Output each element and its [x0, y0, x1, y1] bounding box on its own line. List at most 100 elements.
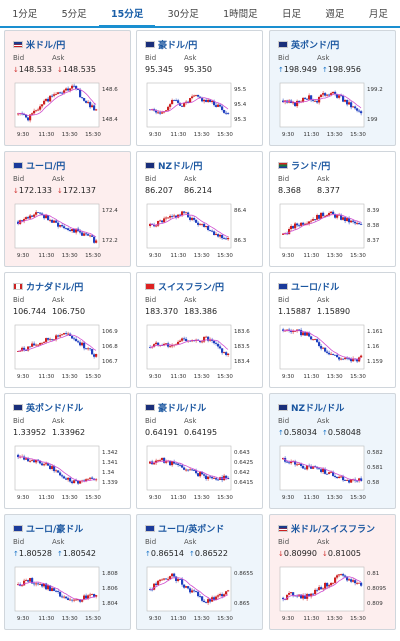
- rate-card[interactable]: ユーロ/英ポンド Bid Ask ↑0.86514 ↑0.86522 0.8655 0.86…: [136, 514, 263, 630]
- candle: [183, 211, 186, 213]
- candle: [173, 215, 176, 217]
- card-title[interactable]: NZドル/ドル: [278, 401, 344, 414]
- card-title[interactable]: ランド/円: [278, 159, 330, 172]
- mini-chart[interactable]: 95.5 95.4 95.3 9:30 11:30 13:30 15:30: [145, 79, 255, 139]
- rate-card[interactable]: ユーロ/豪ドル Bid Ask ↑1.80528 ↑1.80542 1.808 1.806 1…: [4, 514, 131, 630]
- rate-card[interactable]: NZドル/円 Bid Ask 86.207 86.214 86.4 86.3 9:30 11:3…: [136, 151, 263, 267]
- tab-0[interactable]: 1分足: [12, 9, 38, 20]
- mini-chart[interactable]: 0.582 0.581 0.58 9:30 11:30 13:30 15:30: [278, 442, 388, 502]
- rate-card[interactable]: 豪ドル/ドル Bid Ask 0.64191 0.64195 0.643 0.6425 0.6…: [136, 393, 263, 509]
- candle: [312, 466, 315, 469]
- card-title[interactable]: カナダドル/円: [13, 280, 83, 293]
- card-title[interactable]: 豪ドル/円: [145, 38, 197, 51]
- mini-chart[interactable]: 0.8655 0.865 9:30 11:30 13:30 15:30: [145, 563, 255, 623]
- mini-chart[interactable]: 148.6 148.4 9:30 11:30 13:30 15:30: [13, 79, 123, 139]
- rate-card[interactable]: ユーロ/円 Bid Ask ↓172.133 ↓172.137 172.4 172.2 9:3…: [4, 151, 131, 267]
- card-title[interactable]: 米ドル/円: [13, 38, 65, 51]
- candle: [322, 347, 325, 349]
- candle: [318, 587, 321, 590]
- candle: [328, 472, 331, 474]
- candle: [81, 342, 84, 346]
- candle: [81, 97, 84, 99]
- rate-card[interactable]: 米ドル/円 Bid Ask ↓148.533 ↓148.535 148.6 148.4 9:3…: [4, 30, 131, 146]
- candle: [85, 348, 88, 350]
- candle: [161, 579, 164, 581]
- tab-5[interactable]: 日足: [282, 9, 302, 20]
- candle: [282, 100, 285, 103]
- tab-6[interactable]: 週足: [325, 9, 345, 20]
- candle: [199, 340, 202, 343]
- mini-chart[interactable]: 1.342 1.341 1.34 1.339 9:30 11:30 13:30 15:30: [13, 442, 123, 502]
- candle: [330, 211, 333, 214]
- card-title[interactable]: NZドル/円: [145, 159, 202, 172]
- candle: [314, 100, 317, 102]
- card-title[interactable]: ユーロ/円: [13, 159, 65, 172]
- x-tick-label: 11:30: [303, 132, 319, 138]
- candle: [304, 468, 307, 470]
- arrow-up-icon: ↑: [322, 66, 328, 74]
- candle: [360, 224, 363, 226]
- card-title[interactable]: 英ポンド/円: [278, 38, 339, 51]
- candlestick-chart: 0.643 0.6425 0.642 0.6415 9:30 11:30 13:30 15:3…: [146, 445, 254, 501]
- candle: [45, 583, 48, 590]
- rate-card[interactable]: 英ポンド/円 Bid Ask ↑198.949 ↑198.956 199.2 199 9:30…: [269, 30, 396, 146]
- bid-label: Bid: [145, 54, 157, 62]
- candle: [306, 332, 309, 336]
- mini-chart[interactable]: 106.9 106.8 106.7 9:30 11:30 13:30 15:30: [13, 321, 123, 381]
- bid-value: 0.64191: [145, 428, 179, 437]
- candle: [308, 332, 311, 337]
- tab-1[interactable]: 5分足: [61, 9, 87, 20]
- candle: [39, 460, 42, 464]
- candle: [308, 95, 311, 100]
- candle: [336, 354, 339, 358]
- bid-value: 183.370: [145, 307, 179, 316]
- candle: [316, 339, 319, 343]
- rate-card[interactable]: 英ポンド/ドル Bid Ask 1.33952 1.33962 1.342 1.341 1.3…: [4, 393, 131, 509]
- tab-2[interactable]: 15分足: [98, 0, 156, 28]
- bid-label: Bid: [278, 417, 290, 425]
- rate-card[interactable]: ユーロ/ドル Bid Ask 1.15887 1.15890 1.161 1.16 1.159…: [269, 272, 396, 388]
- mini-chart[interactable]: 8.39 8.38 8.37 9:30 11:30 13:30 15:30: [278, 200, 388, 260]
- rate-card[interactable]: NZドル/ドル Bid Ask ↑0.58034 ↑0.58048 0.582 0.581 0…: [269, 393, 396, 509]
- moving-average-line: [17, 334, 97, 352]
- candle: [57, 335, 60, 337]
- rate-card[interactable]: カナダドル/円 Bid Ask 106.744 106.750 106.9 106.8 106…: [4, 272, 131, 388]
- rate-card[interactable]: スイスフラン/円 Bid Ask 183.370 183.386 183.6 183.5 18…: [136, 272, 263, 388]
- candle: [346, 357, 349, 359]
- card-title[interactable]: ユーロ/ドル: [278, 280, 339, 293]
- candle: [79, 231, 82, 233]
- candle: [17, 221, 20, 224]
- candle: [163, 343, 166, 346]
- mini-chart[interactable]: 1.161 1.16 1.159 9:30 11:30 13:30 15:30: [278, 321, 388, 381]
- card-title[interactable]: 英ポンド/ドル: [13, 401, 83, 414]
- candle: [65, 333, 68, 334]
- mini-chart[interactable]: 0.81 0.8095 0.809 9:30 11:30 13:30 15:30: [278, 563, 388, 623]
- candle: [161, 112, 164, 114]
- candle: [336, 575, 339, 578]
- mini-chart[interactable]: 86.4 86.3 9:30 11:30 13:30 15:30: [145, 200, 255, 260]
- candle: [53, 94, 56, 96]
- mini-chart[interactable]: 199.2 199 9:30 11:30 13:30 15:30: [278, 79, 388, 139]
- card-title[interactable]: ユーロ/英ポンド: [145, 522, 224, 535]
- candle: [177, 463, 180, 465]
- card-title[interactable]: スイスフラン/円: [145, 280, 224, 293]
- mini-chart[interactable]: 183.6 183.5 183.4 9:30 11:30 13:30 15:30: [145, 321, 255, 381]
- card-title[interactable]: 豪ドル/ドル: [145, 401, 206, 414]
- candle: [85, 479, 88, 481]
- rate-card[interactable]: 米ドル/スイスフラン Bid Ask ↓0.80990 ↓0.81005 0.81 0.80…: [269, 514, 396, 630]
- rate-card[interactable]: 豪ドル/円 Bid Ask 95.345 95.350 95.5 95.4 95.3 9:30 1…: [136, 30, 263, 146]
- candle: [183, 584, 186, 588]
- candle: [35, 459, 38, 463]
- candle: [223, 352, 226, 353]
- rate-card[interactable]: ランド/円 Bid Ask 8.368 8.377 8.39 8.38 8.37 9:30 11:…: [269, 151, 396, 267]
- tab-4[interactable]: 1時間足: [223, 9, 258, 20]
- mini-chart[interactable]: 0.643 0.6425 0.642 0.6415 9:30 11:30 13:30 15:3…: [145, 442, 255, 502]
- candle: [21, 220, 24, 222]
- card-title[interactable]: 米ドル/スイスフラン: [278, 522, 375, 535]
- tab-7[interactable]: 月足: [368, 9, 388, 20]
- tab-3[interactable]: 30分足: [167, 9, 199, 20]
- mini-chart[interactable]: 172.4 172.2 9:30 11:30 13:30 15:30: [13, 200, 123, 260]
- mini-chart[interactable]: 1.808 1.806 1.804 9:30 11:30 13:30 15:30: [13, 563, 123, 623]
- card-title[interactable]: ユーロ/豪ドル: [13, 522, 83, 535]
- candle: [300, 594, 303, 599]
